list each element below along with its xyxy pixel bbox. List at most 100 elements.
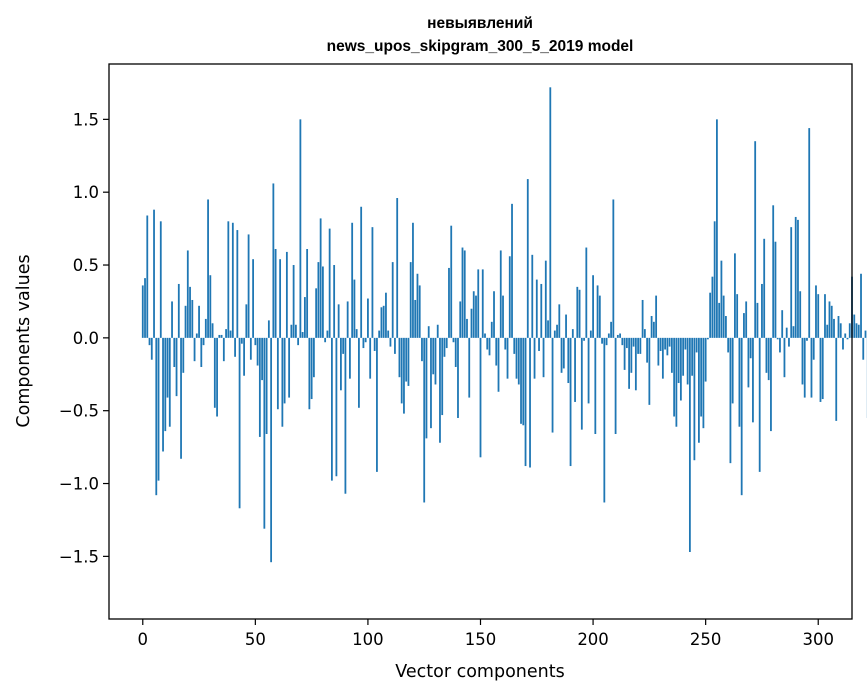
x-tick-label: 200 — [577, 630, 609, 649]
bar — [162, 337, 164, 452]
bar — [310, 337, 313, 400]
bar — [423, 337, 426, 503]
bar — [655, 295, 658, 338]
bar — [486, 337, 489, 350]
bar — [767, 337, 770, 381]
bar — [157, 337, 160, 481]
y-axis-label: Components values — [14, 254, 34, 427]
bar — [333, 265, 336, 338]
bar — [344, 337, 347, 494]
bar — [389, 337, 392, 347]
bar — [394, 337, 396, 354]
bar — [225, 329, 227, 338]
bar — [418, 285, 421, 338]
bar — [794, 216, 797, 338]
y-tick-label: 0.5 — [73, 256, 99, 275]
bar — [371, 227, 374, 338]
y-tick-label: 1.5 — [73, 110, 99, 129]
bar — [425, 337, 428, 439]
bar — [308, 337, 311, 410]
bar — [441, 337, 444, 416]
bar — [540, 283, 543, 338]
bar — [810, 337, 813, 398]
bar — [472, 291, 475, 338]
bar — [234, 337, 236, 357]
bar — [484, 333, 486, 338]
bar — [200, 337, 203, 367]
bar — [788, 337, 790, 347]
bar — [274, 249, 277, 338]
bar — [589, 330, 592, 338]
bar — [490, 321, 493, 338]
bar — [862, 337, 865, 360]
plot-frame — [108, 63, 853, 620]
bar — [421, 337, 423, 362]
bar — [252, 259, 254, 338]
bar — [533, 337, 536, 379]
bar — [740, 337, 743, 496]
bar — [576, 286, 579, 338]
bar — [457, 337, 459, 418]
bar — [531, 254, 534, 338]
bar — [632, 337, 635, 347]
bar — [317, 262, 320, 338]
bar — [166, 337, 169, 398]
bar — [529, 337, 531, 468]
bar — [571, 329, 574, 338]
bar — [803, 337, 806, 398]
bar — [833, 318, 835, 338]
bar — [218, 334, 221, 338]
bar — [556, 324, 558, 338]
bar — [643, 329, 646, 338]
x-tick-label: 100 — [352, 630, 384, 649]
bar — [346, 301, 349, 338]
bar — [146, 215, 149, 338]
bar — [598, 295, 601, 338]
bar — [700, 337, 703, 417]
bar — [574, 337, 576, 402]
bar — [299, 119, 302, 338]
bar — [601, 337, 603, 344]
bar — [716, 119, 718, 338]
bars-group — [141, 87, 867, 563]
bar — [238, 337, 241, 509]
bar — [835, 337, 838, 421]
bar — [193, 337, 196, 362]
bar — [376, 337, 378, 472]
bar — [614, 337, 617, 434]
bar — [180, 337, 182, 459]
bar — [596, 285, 599, 338]
bar — [698, 337, 700, 443]
bar — [326, 330, 329, 338]
bar — [745, 301, 748, 338]
bar — [535, 279, 538, 338]
bar — [297, 337, 300, 346]
bar — [513, 337, 516, 354]
bar — [709, 292, 712, 338]
bar — [578, 289, 581, 338]
bar — [443, 337, 446, 357]
bar — [236, 230, 239, 338]
x-axis-label: Vector components — [395, 662, 564, 682]
bar — [391, 262, 394, 338]
bar — [362, 337, 365, 349]
bar — [713, 221, 716, 338]
bar — [826, 324, 829, 338]
bar — [283, 337, 286, 404]
bar — [198, 305, 200, 338]
bar — [427, 326, 430, 338]
bar — [342, 337, 345, 354]
bar — [839, 323, 842, 338]
bar — [213, 337, 216, 408]
bar — [355, 329, 358, 338]
bar — [567, 337, 570, 384]
bar — [249, 337, 252, 360]
bar — [668, 337, 671, 347]
bar — [526, 179, 529, 338]
bar — [585, 247, 588, 338]
bar — [319, 218, 322, 338]
bar — [168, 337, 171, 427]
y-tick-label: −0.5 — [59, 402, 99, 421]
bar — [493, 291, 495, 338]
bar — [558, 304, 561, 338]
